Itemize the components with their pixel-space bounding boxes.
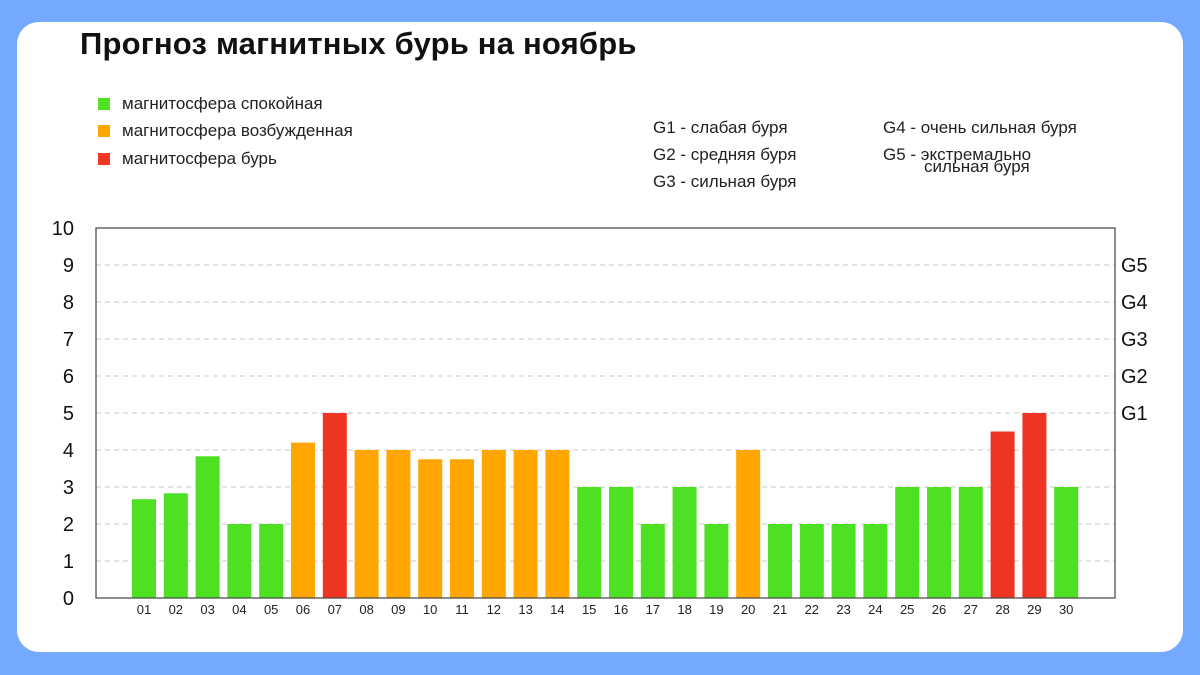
x-tick-label: 23 <box>836 602 850 617</box>
x-tick-label: 20 <box>741 602 755 617</box>
x-tick-label: 13 <box>518 602 532 617</box>
legend-swatch-storm <box>98 152 110 165</box>
y-tick-label: 4 <box>63 440 74 462</box>
bar <box>259 524 284 598</box>
x-tick-label: 30 <box>1059 602 1073 617</box>
right-axis-label: G5 <box>1121 255 1148 277</box>
right-axis-label: G2 <box>1121 366 1148 388</box>
bar <box>895 487 920 598</box>
x-tick-label: 09 <box>391 602 405 617</box>
bar <box>958 487 983 598</box>
plot-frame <box>95 227 1116 599</box>
bar <box>704 524 729 598</box>
bar <box>418 459 443 598</box>
chart-title: Прогноз магнитных бурь на ноябрь <box>80 26 637 61</box>
legend: магнитосфера спокойная магнитосфера возб… <box>98 90 353 173</box>
x-tick-label: 07 <box>328 602 342 617</box>
g-legend-col1: G1 - слабая буря G2 - средняя буря G3 - … <box>653 114 796 195</box>
x-tick-label: 14 <box>550 602 564 617</box>
bar <box>640 524 665 598</box>
x-tick-label: 22 <box>805 602 819 617</box>
x-tick-label: 18 <box>677 602 691 617</box>
x-tick-label: 24 <box>868 602 882 617</box>
bar <box>768 524 792 598</box>
bar <box>736 450 761 598</box>
y-tick-label: 7 <box>63 329 74 351</box>
bar <box>450 459 474 598</box>
x-tick-label: 06 <box>296 602 310 617</box>
x-tick-label: 16 <box>614 602 628 617</box>
y-tick-label: 6 <box>63 366 74 388</box>
legend-label-excited: магнитосфера возбужденная <box>122 121 353 141</box>
right-axis-label: G4 <box>1121 292 1148 314</box>
x-tick-label: 08 <box>359 602 373 617</box>
bar <box>513 450 538 598</box>
g3-description: G3 - сильная буря <box>653 172 797 191</box>
bar <box>354 450 379 598</box>
x-tick-label: 29 <box>1027 602 1041 617</box>
x-tick-label: 19 <box>709 602 723 617</box>
x-tick-label: 01 <box>137 602 151 617</box>
x-tick-label: 10 <box>423 602 437 617</box>
bar <box>386 450 411 598</box>
g5-description: G5 - экстремально <box>883 145 1032 164</box>
y-tick-label: 3 <box>63 477 74 499</box>
x-tick-label: 26 <box>932 602 946 617</box>
x-tick-label: 28 <box>995 602 1009 617</box>
bar <box>927 487 951 598</box>
x-tick-label: 02 <box>169 602 183 617</box>
legend-swatch-calm <box>98 97 110 110</box>
bar <box>863 524 888 598</box>
right-axis-label: G1 <box>1121 403 1148 425</box>
y-tick-label: 10 <box>52 218 74 240</box>
legend-item-excited: магнитосфера возбужденная <box>98 118 353 146</box>
x-tick-label: 11 <box>455 602 469 617</box>
y-tick-label: 0 <box>63 588 74 610</box>
bar <box>481 450 506 598</box>
x-tick-label: 12 <box>487 602 501 617</box>
legend-label-calm: магнитосфера спокойная <box>122 93 323 113</box>
bar <box>672 487 697 598</box>
y-tick-label: 2 <box>63 514 74 536</box>
x-tick-label: 04 <box>232 602 246 617</box>
legend-swatch-excited <box>98 125 110 138</box>
bar <box>831 524 856 598</box>
y-tick-label: 5 <box>63 403 74 425</box>
x-tick-label: 05 <box>264 602 278 617</box>
legend-item-storm: магнитосфера бурь <box>98 145 353 173</box>
legend-label-storm: магнитосфера бурь <box>122 148 277 168</box>
x-tick-label: 17 <box>646 602 660 617</box>
bar <box>990 431 1015 598</box>
right-axis-label: G3 <box>1121 329 1148 351</box>
bar <box>1022 413 1047 598</box>
x-tick-label: 21 <box>773 602 787 617</box>
g2-description: G2 - средняя буря <box>653 145 797 164</box>
bar <box>291 442 315 598</box>
bar <box>227 524 252 598</box>
x-tick-label: 25 <box>900 602 914 617</box>
g1-description: G1 - слабая буря <box>653 118 788 137</box>
bar <box>163 493 188 598</box>
bar <box>545 450 570 598</box>
y-tick-label: 1 <box>63 551 74 573</box>
g4-description: G4 - очень сильная буря <box>883 118 1077 137</box>
bar <box>132 499 156 598</box>
bar <box>195 456 220 598</box>
x-tick-label: 03 <box>200 602 214 617</box>
y-tick-label: 8 <box>63 292 74 314</box>
bar <box>322 413 347 598</box>
y-tick-label: 9 <box>63 255 74 277</box>
bar <box>577 487 602 598</box>
legend-item-calm: магнитосфера спокойная <box>98 90 353 118</box>
x-tick-label: 27 <box>964 602 978 617</box>
bar <box>1054 487 1079 598</box>
bar <box>799 524 824 598</box>
g5-description-cont: сильная буря <box>924 157 1030 176</box>
x-tick-label: 15 <box>582 602 596 617</box>
g-legend-col2: G4 - очень сильная буря G5 - экстремальн… <box>883 114 1077 175</box>
bar <box>609 487 633 598</box>
